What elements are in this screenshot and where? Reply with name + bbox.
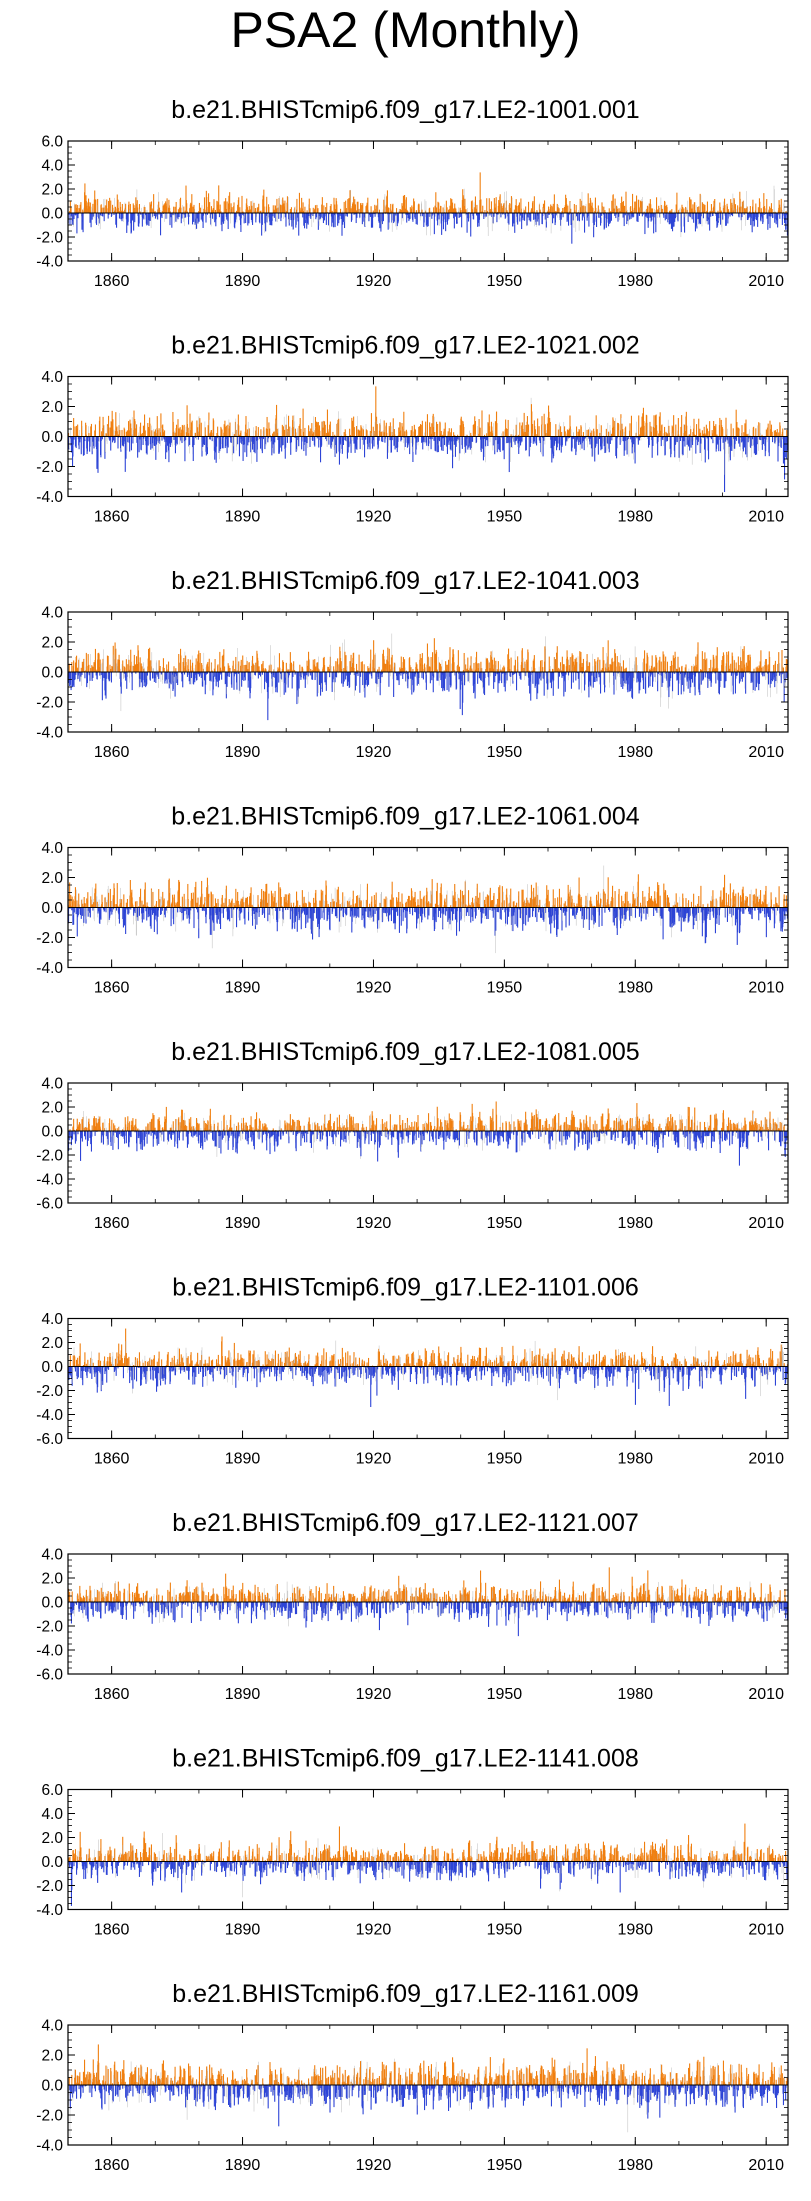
panel-title: b.e21.BHISTcmip6.f09_g17.LE2-1021.002 xyxy=(171,332,639,360)
y-tick-label: 2.0 xyxy=(41,399,63,416)
x-tick-label: 1860 xyxy=(94,273,130,290)
y-tick-label: 2.0 xyxy=(41,182,63,199)
bar-series xyxy=(67,633,789,721)
y-tick-label: 4.0 xyxy=(41,158,63,175)
x-tick-label: 1980 xyxy=(617,273,653,290)
panel-title: b.e21.BHISTcmip6.f09_g17.LE2-1041.003 xyxy=(171,567,639,595)
x-tick-label: 2010 xyxy=(748,273,784,290)
y-tick-label: -4.0 xyxy=(36,489,63,506)
x-tick-label: 1920 xyxy=(356,509,392,526)
x-tick-label: 1890 xyxy=(225,509,261,526)
y-tick-label: -2.0 xyxy=(36,459,63,476)
y-tick-label: 0.0 xyxy=(41,206,63,223)
bar-series xyxy=(67,386,789,492)
x-tick-label: 2010 xyxy=(748,509,784,526)
y-tick-label: 4.0 xyxy=(41,369,63,386)
y-tick-label: -4.0 xyxy=(36,254,63,271)
bar-series xyxy=(67,172,789,244)
panel-2: b.e21.BHISTcmip6.f09_g17.LE2-1021.002 4.0… xyxy=(36,332,789,526)
y-tick-label: -2.0 xyxy=(36,230,63,247)
plot-frame xyxy=(67,140,789,262)
panel-1: b.e21.BHISTcmip6.f09_g17.LE2-1001.001 6.0… xyxy=(36,96,789,290)
x-tick-label: 1860 xyxy=(94,509,130,526)
x-tick-label: 1950 xyxy=(487,273,523,290)
panel-title: b.e21.BHISTcmip6.f09_g17.LE2-1001.001 xyxy=(171,96,639,124)
page-title: PSA2 (Monthly) xyxy=(0,0,811,60)
panel-3: b.e21.BHISTcmip6.f09_g17.LE2-1041.0034.0… xyxy=(36,567,789,761)
x-tick-label: 1980 xyxy=(617,509,653,526)
x-tick-label: 1890 xyxy=(225,273,261,290)
y-tick-label: 6.0 xyxy=(41,134,63,151)
y-tick-label: 0.0 xyxy=(41,429,63,446)
x-tick-label: 1920 xyxy=(356,273,392,290)
x-tick-label: 1950 xyxy=(487,509,523,526)
